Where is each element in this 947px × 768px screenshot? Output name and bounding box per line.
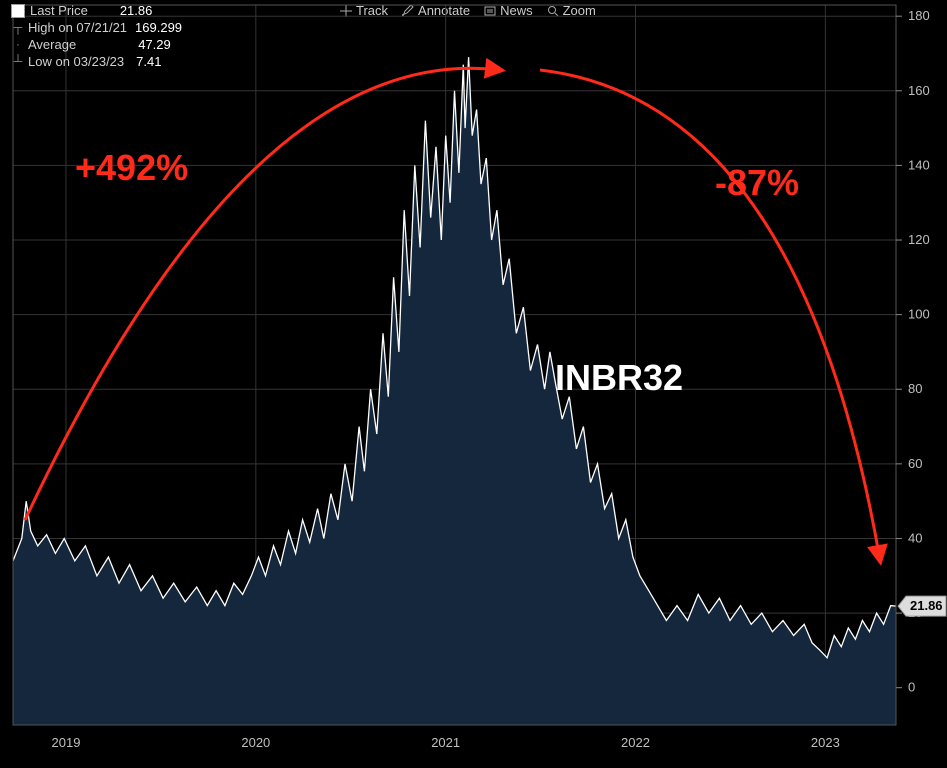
- svg-text:160: 160: [908, 83, 930, 98]
- svg-text:2021: 2021: [431, 735, 460, 750]
- svg-text:80: 80: [908, 381, 922, 396]
- average-icon: ·: [11, 36, 25, 53]
- svg-text:60: 60: [908, 456, 922, 471]
- svg-text:40: 40: [908, 530, 922, 545]
- fall-percent-label: -87%: [715, 162, 799, 203]
- svg-text:2022: 2022: [621, 735, 650, 750]
- legend-low: ┴ Low on 03/23/23 7.41: [11, 53, 182, 70]
- legend-last-price-value: 21.86: [120, 2, 153, 19]
- legend-avg-value: 47.29: [138, 36, 171, 53]
- legend-last-price-label: Last Price: [30, 2, 88, 19]
- legend-low-label: Low on 03/23/23: [28, 53, 124, 70]
- ticker-label: INBR32: [555, 357, 683, 398]
- legend-low-value: 7.41: [136, 53, 161, 70]
- legend-avg-label: Average: [28, 36, 76, 53]
- svg-text:21.86: 21.86: [910, 598, 943, 613]
- legend-average: · Average 47.29: [11, 36, 182, 53]
- x-ticks: 2019 2020 2021 2022 2023: [52, 735, 840, 750]
- high-icon: ┬: [11, 19, 25, 36]
- legend-high-value: 169.299: [135, 19, 182, 36]
- legend-last-price: Last Price 21.86: [11, 2, 182, 19]
- legend-high-label: High on 07/21/21: [28, 19, 127, 36]
- price-chart: 020406080100120140160180 201920202021202…: [0, 0, 947, 768]
- legend-box: Last Price 21.86 ┬ High on 07/21/21 169.…: [11, 2, 182, 70]
- svg-text:2019: 2019: [52, 735, 81, 750]
- svg-text:2023: 2023: [811, 735, 840, 750]
- legend-swatch-icon: [11, 4, 25, 18]
- svg-text:120: 120: [908, 232, 930, 247]
- rise-percent-label: +492%: [75, 147, 188, 188]
- legend-high: ┬ High on 07/21/21 169.299: [11, 19, 182, 36]
- svg-text:140: 140: [908, 157, 930, 172]
- y-ticks: 020406080100120140160180: [896, 8, 930, 695]
- svg-text:180: 180: [908, 8, 930, 23]
- svg-text:2020: 2020: [241, 735, 270, 750]
- last-price-tag: 21.86: [898, 596, 946, 616]
- svg-text:0: 0: [908, 680, 915, 695]
- svg-text:100: 100: [908, 307, 930, 322]
- low-icon: ┴: [11, 53, 25, 70]
